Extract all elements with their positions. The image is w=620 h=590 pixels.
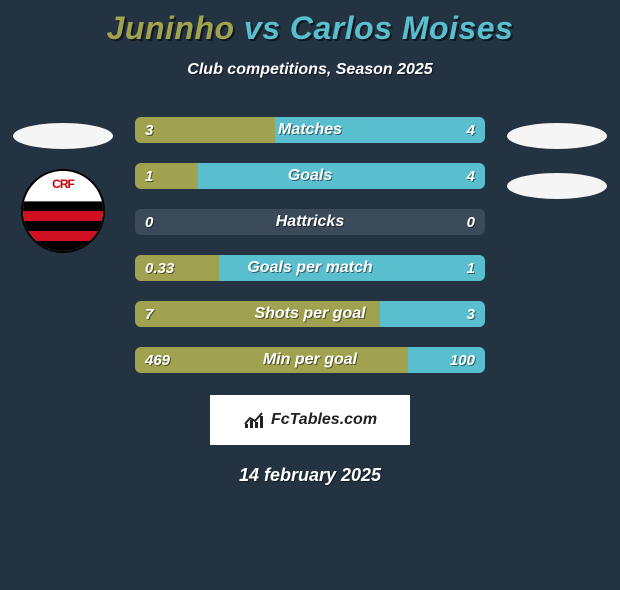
left-country-pill [13,123,113,149]
title-vs: vs [244,10,281,46]
watermark: FcTables.com [210,395,410,445]
stat-value-left: 0 [145,209,153,235]
right-club-pill [507,173,607,199]
stat-row: Hattricks0 0 [135,209,485,235]
stat-row: Goals per match0.331 [135,255,485,281]
left-club-monogram: CRF [23,177,103,191]
stat-row: Matches34 [135,117,485,143]
subtitle: Club competitions, Season 2025 [0,61,620,79]
stat-label: Hattricks [135,209,485,235]
title-player2: Carlos Moises [290,10,513,46]
right-country-pill [507,123,607,149]
stat-bar-left [135,117,275,143]
left-club-badge: CRF [21,169,105,253]
comparison-date: 14 february 2025 [0,465,620,486]
stat-bar-right [380,301,485,327]
content: CRF Matches34 Goals14 Hattricks0 0 Goals per… [0,117,620,373]
stat-row: Shots per goal73 [135,301,485,327]
stats-bars: Matches34 Goals14 Hattricks0 0 Goals per mat… [135,117,485,373]
stat-row: Goals14 [135,163,485,189]
comparison-title: Juninho vs Carlos Moises [0,10,620,47]
stat-bar-right [275,117,485,143]
title-player1: Juninho [107,10,235,46]
stat-bar-left [135,163,198,189]
left-player-column: CRF [0,117,120,253]
stat-bar-left [135,301,380,327]
stat-bar-right [198,163,485,189]
stat-bar-left [135,347,408,373]
chart-icon [243,410,265,430]
stat-bar-left [135,255,219,281]
stat-bar-right [219,255,485,281]
watermark-text: FcTables.com [271,411,377,429]
right-player-column [500,117,620,199]
stat-row: Min per goal469100 [135,347,485,373]
stat-value-right: 0 [467,209,475,235]
stat-bar-right [408,347,485,373]
